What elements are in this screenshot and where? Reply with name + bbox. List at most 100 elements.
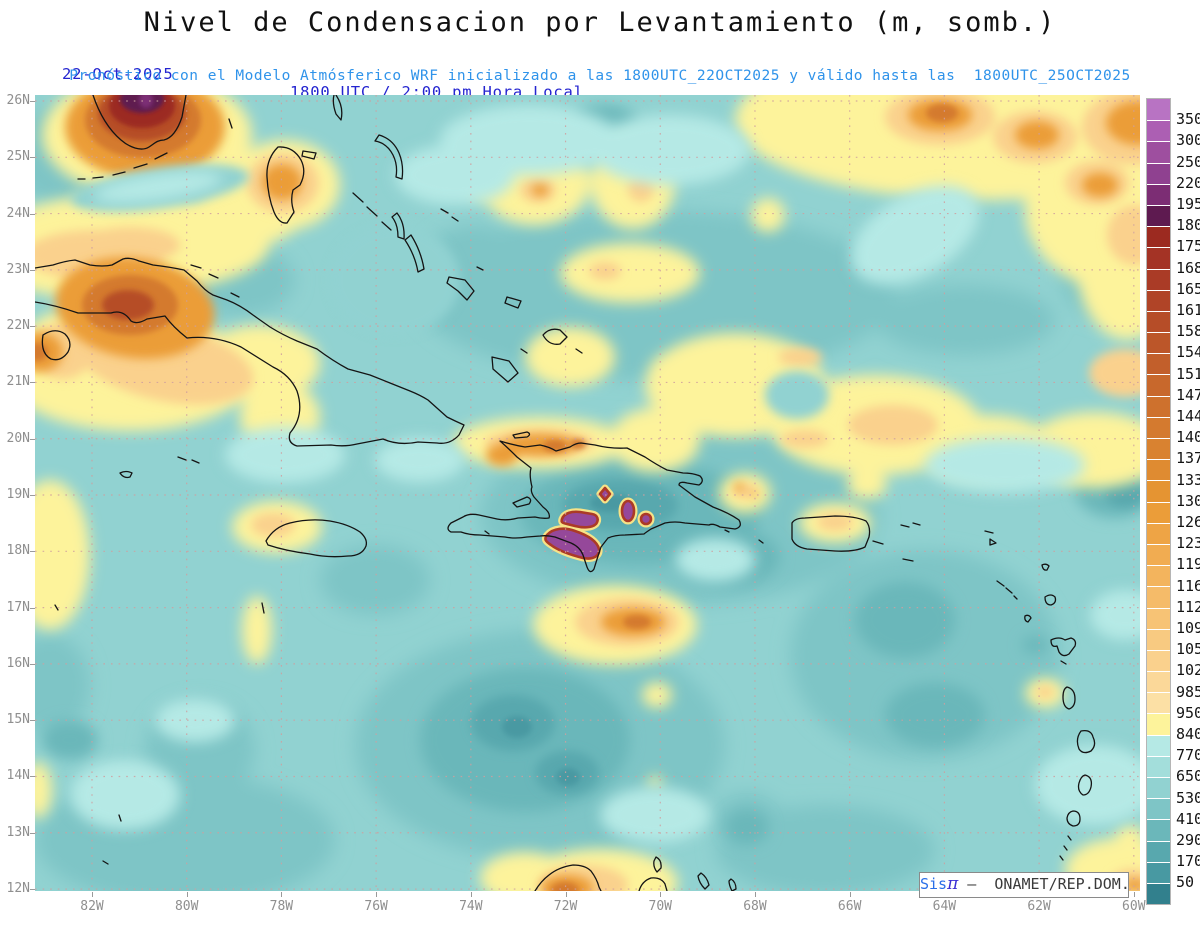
colorbar-cell [1147,649,1170,672]
colorbar-label: 1440 [1176,407,1200,425]
colorbar-label: 3500 [1176,110,1200,129]
colorbar-label: 1510 [1176,364,1200,383]
colorbar-label: 1475 [1176,385,1200,404]
colorbar-label: 1020 [1176,661,1200,680]
colorbar-label: 950 [1176,703,1200,722]
colorbar-label: 1950 [1176,195,1200,213]
lat-tick [30,326,35,328]
run-date: 22-Oct-2025 [62,65,174,83]
colorbar-cell [1147,713,1170,735]
coast-isla-juventud [41,330,71,361]
forecast-line: Pronóstico con el Modelo Atmósferico WRF… [69,68,1131,84]
coast-hispaniola [447,440,741,573]
coastlines [35,95,1096,891]
colorbar-label: 1055 [1176,640,1200,659]
coast-jamaica [265,519,368,558]
colorbar-cell [1147,459,1170,481]
lat-label: 17N [6,599,30,615]
coast-gonave-tortue [484,431,730,535]
coast-bahamas [228,95,583,383]
colorbar-cell [1147,628,1170,650]
lat-tick [30,776,35,778]
lon-tick [754,892,756,897]
colorbar-label: 1615 [1176,301,1200,319]
colorbar-label: 1685 [1176,258,1200,277]
colorbar-label: 1300 [1176,491,1200,510]
lat-label: 12N [6,881,30,897]
coast-florida [92,95,187,150]
colorbar-cell [1147,141,1170,163]
lat-tick [30,438,35,440]
colorbar-cell [1147,692,1170,714]
lat-tick [30,157,35,159]
lat-label: 24N [6,205,30,221]
colorbar-cell [1147,247,1170,269]
colorbar-cell [1147,289,1170,311]
colorbar-label: 3000 [1176,131,1200,150]
coast-florida-keys [77,152,168,180]
lon-tick [281,892,283,897]
colorbar-cell [1147,607,1170,629]
sispi-logo: Sis [920,875,948,893]
colorbar-cell [1147,586,1170,608]
colorbar-label: 170 [1176,852,1200,871]
lon-tick [849,892,851,897]
colorbar-cell [1147,819,1170,841]
colorbar-cell [1147,268,1170,290]
contour-purple-maxima [541,484,655,562]
contour-florida-core [109,95,175,128]
colorbar-cell [1147,480,1170,502]
coast-virgin-islands [900,522,921,562]
colorbar-label: 1750 [1176,237,1200,256]
attribution-box: Sisπ – ONAMET/REP.DOM. [919,872,1130,898]
colorbar-cell [1147,671,1170,693]
lon-tick [660,892,662,897]
lon-tick [470,892,472,897]
lat-tick [30,269,35,271]
colorbar-label: 2200 [1176,173,1200,192]
lat-label: 19N [6,487,30,503]
colorbar-label: 2500 [1176,152,1200,171]
lat-tick [30,720,35,722]
colorbar-cell [1147,798,1170,820]
colorbar-cell [1147,226,1170,248]
colorbar-label: 1230 [1176,534,1200,553]
colorbar-label: 410 [1176,809,1200,828]
lon-tick [376,892,378,897]
lat-label: 14N [6,768,30,784]
pi-icon: π [947,874,959,894]
colorbar-label: 50 [1176,873,1195,892]
colorbar-label: 1335 [1176,470,1200,489]
lat-tick [30,495,35,497]
colorbar-cell [1147,882,1170,905]
attribution-separator: – [958,875,995,893]
lat-tick [30,607,35,609]
colorbar-label: 1195 [1176,555,1200,574]
colorbar-label: 1800 [1176,216,1200,235]
colorbar-cell [1147,416,1170,438]
colorbar-label: 530 [1176,788,1200,807]
coast-small-islets [54,602,265,865]
coast-south-america [534,864,668,891]
colorbar-cell [1147,99,1170,121]
colorbar-cell [1147,120,1170,142]
page-title: Nivel de Condensacion por Levantamiento … [143,7,1057,38]
lat-label: 26N [6,93,30,108]
coast-cuba-cays [190,264,240,298]
colorbar-cell [1147,840,1170,862]
lat-label: 22N [6,318,30,334]
colorbar-cell [1147,501,1170,523]
coast-abc-islands [653,856,737,891]
lat-tick [30,832,35,834]
colorbar-cell [1147,183,1170,205]
lat-label: 16N [6,655,30,671]
colorbar-cell [1147,162,1170,184]
colorbar-cell [1147,332,1170,354]
map-canvas [35,95,1140,891]
lat-label: 20N [6,430,30,446]
lat-label: 23N [6,261,30,277]
colorbar-label: 1160 [1176,576,1200,595]
lat-label: 15N [6,712,30,728]
lon-label: 68W [743,899,767,914]
